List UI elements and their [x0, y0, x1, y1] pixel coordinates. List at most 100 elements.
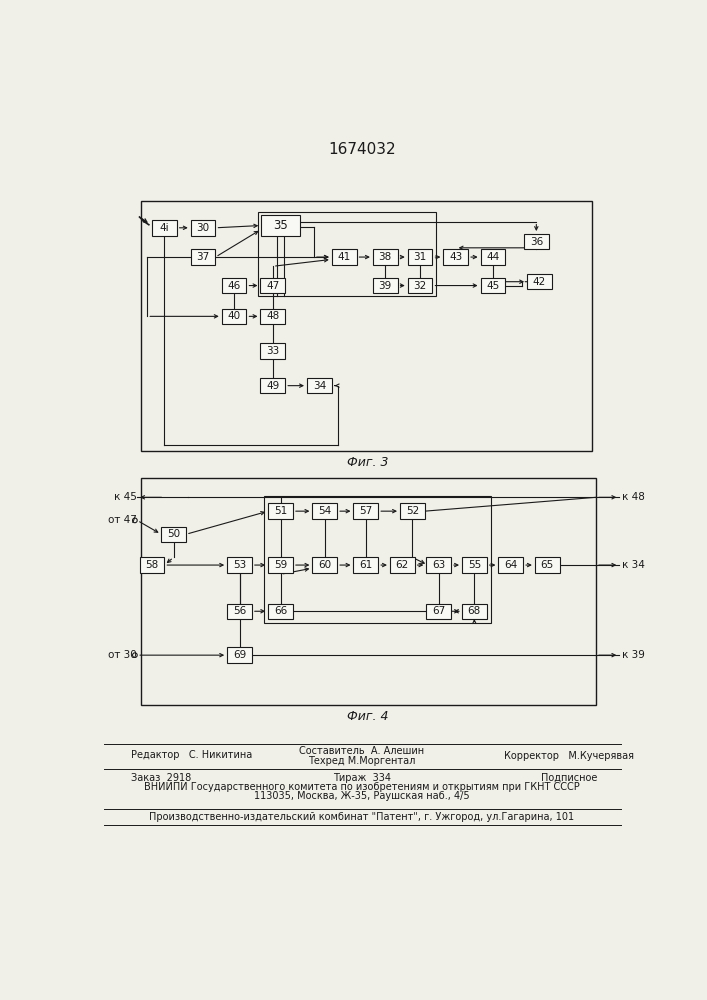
- Bar: [354, 503, 378, 519]
- Text: 66: 66: [274, 606, 287, 616]
- Bar: [191, 220, 216, 235]
- Text: ВНИИПИ Государственного комитета по изобретениям и открытиям при ГКНТ СССР: ВНИИПИ Государственного комитета по изоб…: [144, 782, 580, 792]
- Bar: [227, 557, 252, 573]
- Bar: [426, 604, 451, 619]
- Bar: [524, 234, 549, 249]
- Text: 53: 53: [233, 560, 246, 570]
- Text: Фиг. 4: Фиг. 4: [346, 710, 388, 723]
- Text: 59: 59: [274, 560, 287, 570]
- Bar: [332, 249, 356, 265]
- Bar: [258, 212, 436, 296]
- Bar: [462, 604, 486, 619]
- Text: 34: 34: [312, 381, 326, 391]
- Text: 30: 30: [197, 223, 210, 233]
- Text: 54: 54: [318, 506, 332, 516]
- Text: 63: 63: [432, 560, 445, 570]
- Bar: [462, 557, 486, 573]
- Bar: [222, 309, 247, 324]
- Bar: [481, 278, 506, 293]
- Text: 46: 46: [228, 281, 240, 291]
- Bar: [161, 527, 186, 542]
- Bar: [354, 557, 378, 573]
- Text: 60: 60: [318, 560, 332, 570]
- Bar: [400, 503, 425, 519]
- Text: 38: 38: [378, 252, 392, 262]
- Bar: [268, 503, 293, 519]
- Text: 68: 68: [468, 606, 481, 616]
- Bar: [373, 278, 397, 293]
- Text: 49: 49: [267, 381, 279, 391]
- Bar: [481, 249, 506, 265]
- Bar: [261, 215, 300, 235]
- Bar: [390, 557, 414, 573]
- Bar: [373, 249, 397, 265]
- Text: 47: 47: [267, 281, 279, 291]
- Text: 42: 42: [533, 277, 546, 287]
- Text: 32: 32: [414, 281, 427, 291]
- Text: 36: 36: [530, 237, 543, 247]
- Bar: [260, 378, 285, 393]
- Text: 56: 56: [233, 606, 246, 616]
- Text: 64: 64: [504, 560, 518, 570]
- Text: от 47: от 47: [108, 515, 137, 525]
- Bar: [408, 278, 433, 293]
- Bar: [152, 220, 177, 235]
- Bar: [307, 378, 332, 393]
- Text: к 34: к 34: [621, 560, 645, 570]
- Text: 4i: 4i: [160, 223, 169, 233]
- Text: Техред М.Моргентал: Техред М.Моргентал: [308, 756, 416, 766]
- Bar: [312, 503, 337, 519]
- Text: Производственно-издательский комбинат "Патент", г. Ужгород, ул.Гагарина, 101: Производственно-издательский комбинат "П…: [149, 812, 575, 822]
- Bar: [498, 557, 523, 573]
- Text: к 39: к 39: [621, 650, 645, 660]
- Text: 69: 69: [233, 650, 246, 660]
- Text: 41: 41: [337, 252, 351, 262]
- Text: 37: 37: [197, 252, 210, 262]
- Bar: [408, 249, 433, 265]
- Bar: [426, 557, 451, 573]
- Bar: [527, 274, 552, 289]
- Bar: [141, 478, 596, 705]
- Text: 62: 62: [396, 560, 409, 570]
- Text: Тираж  334: Тираж 334: [333, 773, 391, 783]
- Text: Заказ  2918: Заказ 2918: [131, 773, 192, 783]
- Bar: [260, 343, 285, 359]
- Text: 48: 48: [267, 311, 279, 321]
- Bar: [139, 557, 164, 573]
- Text: 65: 65: [541, 560, 554, 570]
- Bar: [268, 557, 293, 573]
- Text: 67: 67: [432, 606, 445, 616]
- Text: 33: 33: [267, 346, 279, 356]
- Bar: [222, 278, 247, 293]
- Text: 35: 35: [273, 219, 288, 232]
- Text: Подписное: Подписное: [541, 773, 597, 783]
- Bar: [268, 604, 293, 619]
- Text: Корректор   М.Кучерявая: Корректор М.Кучерявая: [504, 751, 634, 761]
- Text: 55: 55: [468, 560, 481, 570]
- Text: 113035, Москва, Ж-35, Раушская наб., 4/5: 113035, Москва, Ж-35, Раушская наб., 4/5: [254, 791, 469, 801]
- Text: Составитель  А. Алешин: Составитель А. Алешин: [299, 746, 424, 756]
- Bar: [227, 647, 252, 663]
- Bar: [227, 604, 252, 619]
- Bar: [191, 249, 216, 265]
- Text: 51: 51: [274, 506, 287, 516]
- Text: 61: 61: [359, 560, 373, 570]
- Bar: [312, 557, 337, 573]
- Text: 31: 31: [414, 252, 427, 262]
- Text: 52: 52: [406, 506, 419, 516]
- Text: 45: 45: [486, 281, 500, 291]
- Text: 50: 50: [167, 529, 180, 539]
- Text: к 48: к 48: [621, 492, 645, 502]
- Bar: [264, 496, 491, 623]
- Text: 58: 58: [146, 560, 158, 570]
- Text: 43: 43: [449, 252, 462, 262]
- Bar: [534, 557, 559, 573]
- Text: 40: 40: [228, 311, 240, 321]
- Text: 1674032: 1674032: [328, 142, 396, 157]
- Bar: [141, 201, 592, 451]
- Text: Редактор   С. Никитина: Редактор С. Никитина: [131, 750, 252, 760]
- Text: к 45: к 45: [115, 492, 137, 502]
- Text: 57: 57: [359, 506, 373, 516]
- Text: Фиг. 3: Фиг. 3: [346, 456, 388, 469]
- Text: от 30: от 30: [108, 650, 137, 660]
